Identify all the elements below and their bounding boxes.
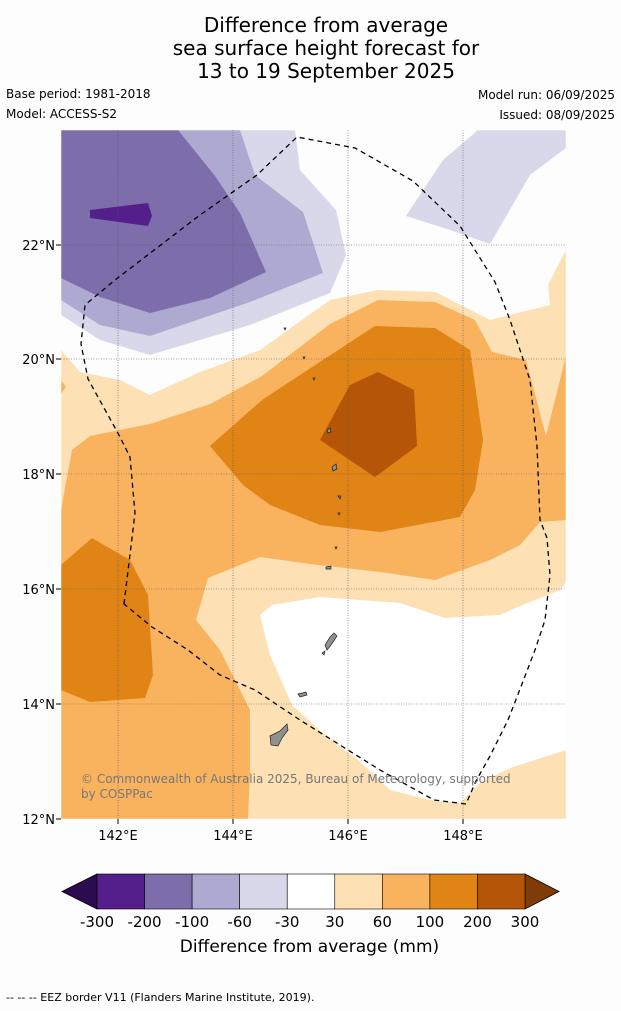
- guam-island: [269, 723, 289, 747]
- title-line-2: sea surface height forecast for: [172, 36, 480, 60]
- model-run-text: Model run: 06/09/2025: [477, 88, 615, 102]
- alamagan-island: [337, 512, 341, 516]
- colorbar-tick-label: 100: [416, 913, 445, 931]
- contour-notch: [61, 380, 66, 394]
- anatahan-island: [325, 565, 332, 570]
- lat-label: 16°N: [22, 583, 55, 598]
- rota-island: [297, 691, 308, 698]
- colorbar-segment: [429, 873, 478, 910]
- colorbar-tick-label: -300: [80, 913, 114, 931]
- colorbar-tick-label: 30: [325, 913, 344, 931]
- farallon-island: [302, 356, 306, 360]
- northern-islet: [283, 327, 287, 331]
- lon-label: 142°E: [98, 829, 138, 844]
- asuncion-island: [326, 427, 332, 434]
- contour-neg-30-60-ne: [406, 130, 566, 244]
- lat-label: 12°N: [22, 813, 55, 828]
- lon-label: 146°E: [328, 829, 368, 844]
- colorbar-tick-label: 300: [511, 913, 540, 931]
- map-title: Difference from average sea surface heig…: [0, 14, 621, 83]
- eez-border: [80, 136, 551, 805]
- lat-label: 22°N: [22, 239, 55, 254]
- colorbar-tick-label: -200: [128, 913, 162, 931]
- issued-text: Issued: 08/09/2025: [499, 108, 615, 122]
- tick-marks: [56, 244, 464, 824]
- tinian-island: [321, 650, 326, 656]
- lat-label: 14°N: [22, 698, 55, 713]
- title-line-3: 13 to 19 September 2025: [197, 59, 455, 83]
- contour-100-200-west: [61, 538, 153, 702]
- pagan-island: [337, 495, 342, 500]
- contour-neg-100-200: [61, 130, 266, 313]
- colorbar-tick-label: 60: [373, 913, 392, 931]
- colorbar-extend-low: [61, 873, 98, 910]
- colorbar-segment: [477, 873, 526, 910]
- colorbar: -300 -200 -100 -60 -30 30 60 100 200 300: [61, 873, 560, 931]
- base-period-text: Base period: 1981-2018: [6, 87, 151, 101]
- lat-label: 20°N: [22, 353, 55, 368]
- lat-label: 18°N: [22, 468, 55, 483]
- colorbar-segment: [286, 873, 336, 910]
- copyright-credit: © Commonwealth of Australia 2025, Bureau…: [81, 772, 511, 801]
- colorbar-tick-label: -100: [175, 913, 209, 931]
- model-text: Model: ACCESS-S2: [6, 107, 118, 121]
- colorbar-segment: [334, 873, 383, 910]
- colorbar-segment: [96, 873, 145, 910]
- colorbar-segment: [191, 873, 240, 910]
- contour-neg-200-300: [90, 203, 152, 226]
- contour-200-300: [320, 372, 417, 477]
- longitude-labels: 142°E 144°E 146°E 148°E: [98, 829, 483, 844]
- islands: [269, 327, 342, 747]
- maug-island: [312, 377, 316, 381]
- colorbar-extend-high: [524, 873, 560, 910]
- anomaly-contours: [61, 130, 566, 819]
- graticule: [61, 130, 566, 819]
- colorbar-segment: [239, 873, 288, 910]
- lon-label: 144°E: [213, 829, 253, 844]
- latitude-labels: 22°N 20°N 18°N 16°N 14°N 12°N: [22, 239, 55, 828]
- colorbar-label: Difference from average (mm): [179, 937, 440, 957]
- colorbar-tick-label: -60: [227, 913, 252, 931]
- saipan-island: [324, 632, 338, 651]
- colorbar-segment: [144, 873, 193, 910]
- eez-footnote: -- -- -- EEZ border V11 (Flanders Marine…: [6, 991, 315, 1004]
- colorbar-tick-label: 200: [463, 913, 492, 931]
- lon-label: 148°E: [443, 829, 483, 844]
- colorbar-tick-label: -30: [275, 913, 300, 931]
- colorbar-segment: [382, 873, 431, 910]
- title-line-1: Difference from average: [203, 13, 449, 37]
- sarigan-island: [334, 546, 338, 550]
- agrihan-island: [331, 463, 338, 472]
